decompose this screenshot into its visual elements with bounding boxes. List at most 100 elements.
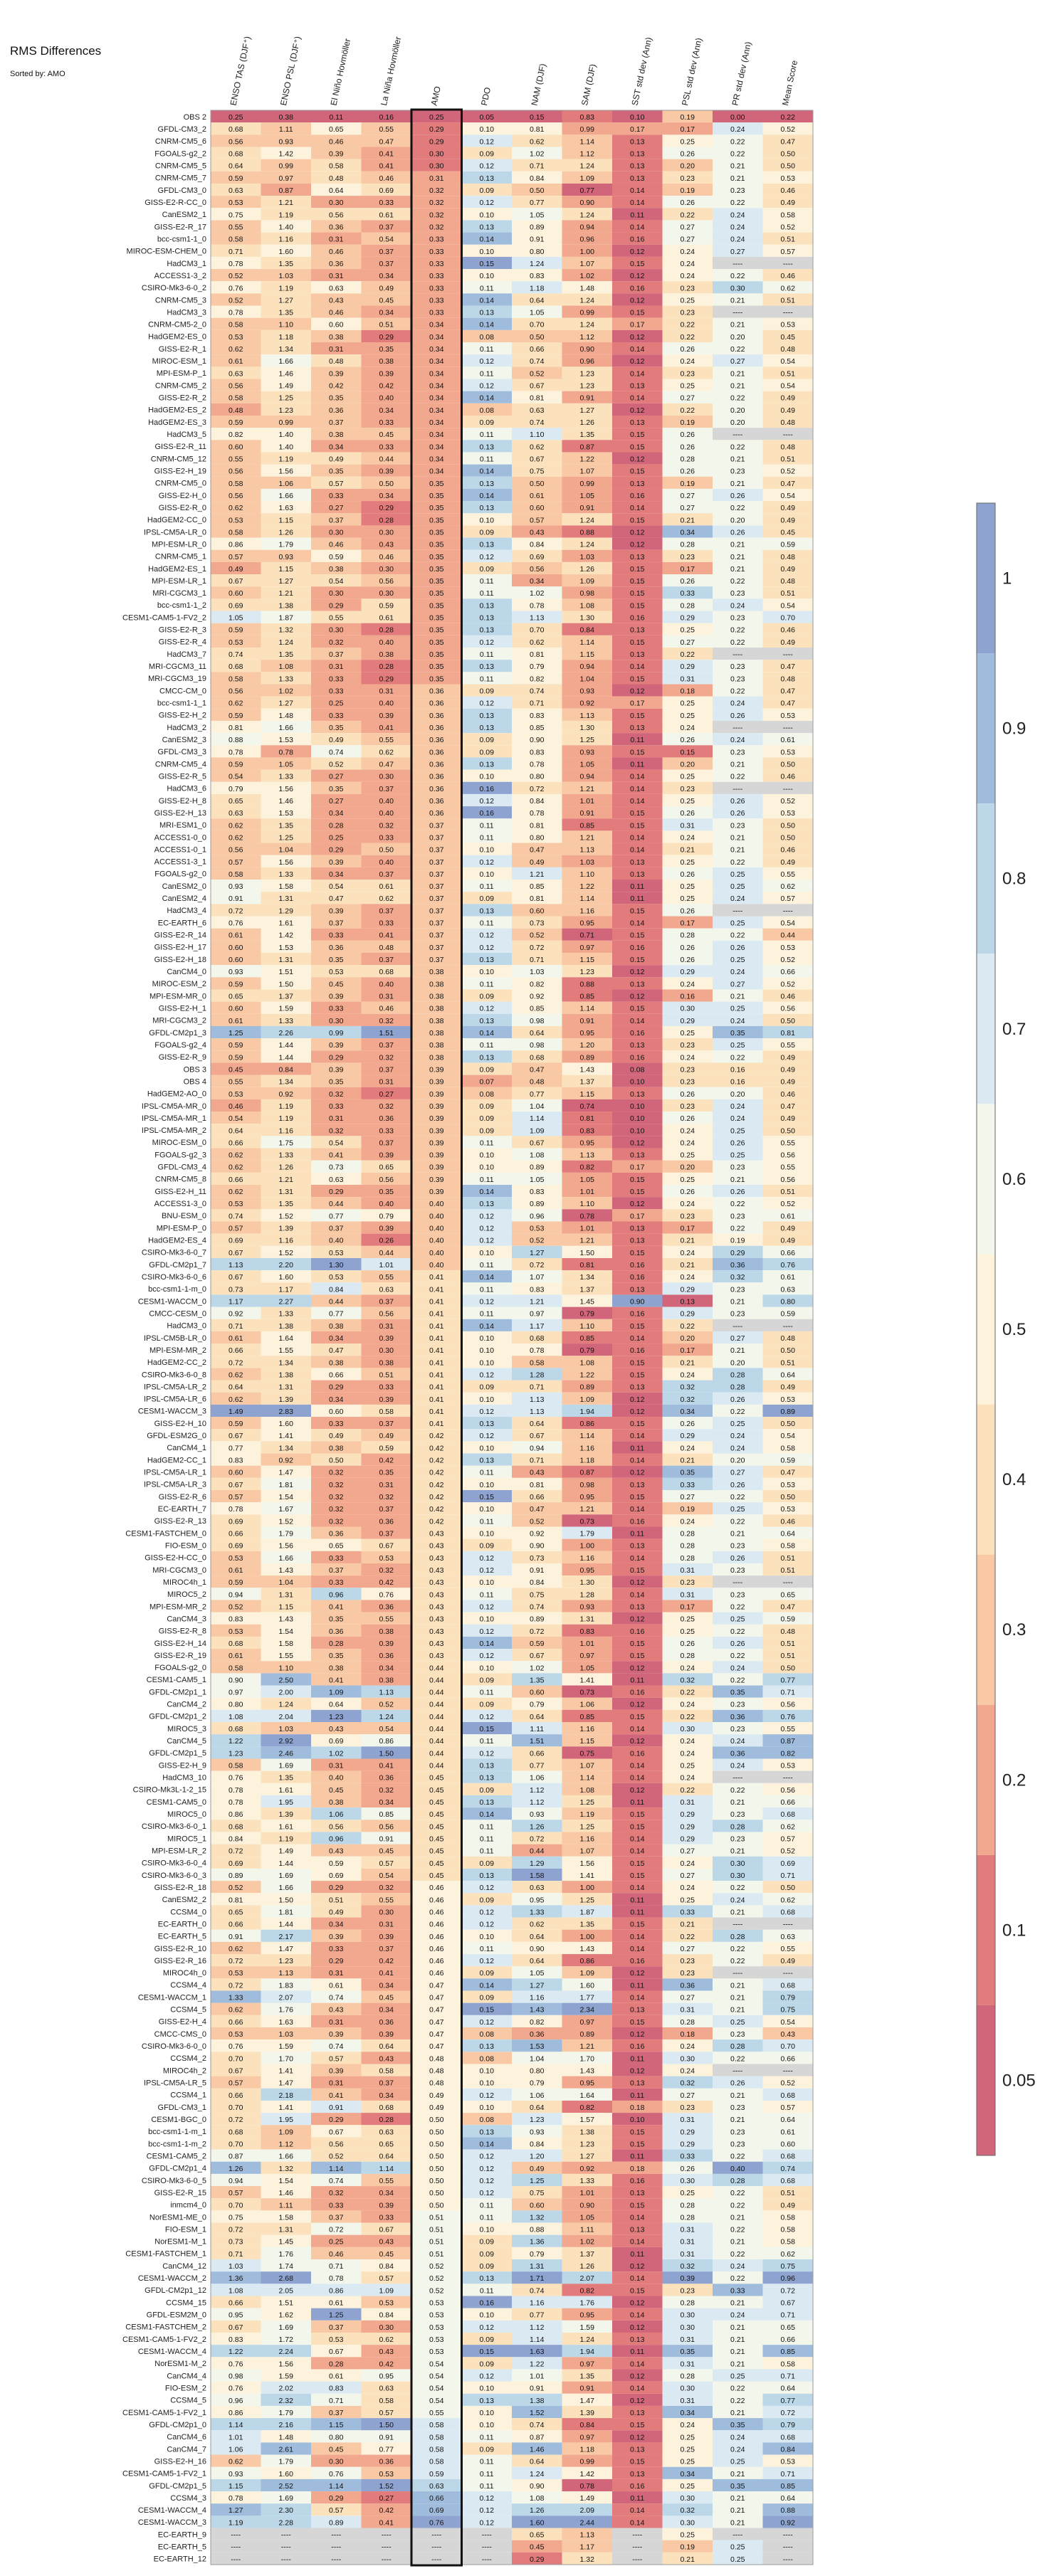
heatmap-cell — [411, 220, 462, 233]
cell-value: 0.23 — [730, 1285, 745, 1294]
cell-value: 0.24 — [681, 1200, 695, 1208]
cell-value: 0.72 — [229, 2116, 243, 2124]
cell-value: 1.23 — [229, 1749, 243, 1758]
cell-value: 0.78 — [530, 809, 545, 818]
cell-value: 0.59 — [329, 1859, 344, 1868]
heatmap-cell — [713, 1075, 763, 1087]
heatmap-cell — [461, 965, 512, 978]
heatmap-cell — [512, 488, 562, 502]
heatmap-cell — [662, 952, 713, 966]
heatmap-cell — [211, 757, 261, 770]
cell-value: 0.98 — [580, 1481, 595, 1489]
heatmap-cell — [261, 672, 311, 685]
heatmap-cell — [461, 1001, 512, 1014]
heatmap-cell — [713, 513, 763, 526]
heatmap-cell — [662, 329, 713, 343]
cell-value: 2.44 — [580, 2518, 595, 2527]
cell-value: ---- — [783, 724, 793, 732]
heatmap-cell — [261, 391, 311, 403]
cell-value: 0.38 — [429, 1017, 444, 1025]
cell-value: 0.12 — [480, 2165, 495, 2173]
cell-value: 0.49 — [530, 2165, 545, 2173]
cell-value: 1.76 — [279, 2250, 294, 2259]
cell-value: 1.54 — [279, 2177, 294, 2185]
cell-value: 1.25 — [279, 394, 294, 403]
cell-value: 1.10 — [279, 1664, 294, 1672]
heatmap-cell — [311, 892, 362, 904]
heatmap-cell — [713, 855, 763, 867]
cell-value: 0.68 — [379, 2103, 394, 2112]
cell-value: 0.45 — [379, 1994, 394, 2002]
cell-value: 0.54 — [329, 577, 344, 586]
cell-value: 1.16 — [580, 1444, 595, 1452]
heatmap-cell — [311, 611, 362, 623]
heatmap-cell — [411, 525, 462, 538]
heatmap-cell — [361, 403, 411, 416]
cell-value: 0.67 — [229, 1481, 243, 1489]
cell-value: 0.08 — [480, 406, 495, 415]
heatmap-cell — [612, 208, 663, 221]
cell-value: 1.48 — [580, 284, 595, 292]
cell-value: 0.13 — [480, 614, 495, 623]
cell-value: 0.58 — [229, 675, 243, 683]
heatmap-cell — [662, 892, 713, 904]
cell-value: 1.23 — [580, 369, 595, 378]
cell-value: 0.11 — [480, 1689, 494, 1697]
cell-value: 0.28 — [681, 601, 695, 610]
cell-value: 0.84 — [530, 1578, 545, 1587]
row-label: MPI-ESM-MR_2 — [149, 1603, 206, 1611]
cell-value: 0.08 — [630, 1065, 645, 1074]
cell-value: 0.69 — [429, 2506, 444, 2515]
cell-value: 0.77 — [329, 1310, 344, 1319]
cell-value: 0.29 — [329, 601, 344, 610]
row-label: GISS-E2-R_3 — [159, 626, 206, 635]
heatmap-cell — [662, 855, 713, 867]
heatmap-cell — [762, 892, 813, 904]
cell-value: 0.16 — [630, 492, 645, 500]
heatmap-cell — [612, 892, 663, 904]
cell-value: 1.12 — [530, 2323, 545, 2332]
heatmap-cell — [411, 464, 462, 477]
heatmap-cell — [662, 880, 713, 892]
cell-value: 0.90 — [229, 1676, 243, 1684]
cell-value: 0.27 — [681, 504, 695, 512]
cell-value: 1.09 — [580, 1395, 595, 1404]
heatmap-cell — [713, 1013, 763, 1026]
cell-value: 0.43 — [329, 2006, 344, 2015]
cell-value: 0.38 — [329, 1664, 344, 1672]
cell-value: 0.46 — [781, 846, 796, 855]
heatmap-cell — [411, 598, 462, 611]
cell-value: 0.84 — [580, 2421, 595, 2429]
cell-value: 0.24 — [681, 272, 695, 280]
cell-value: 1.16 — [279, 1237, 294, 1245]
heatmap-cell — [411, 977, 462, 990]
cell-value: 0.69 — [229, 601, 243, 610]
cell-value: 0.37 — [329, 2409, 344, 2417]
cell-value: 0.56 — [229, 137, 243, 146]
cell-value: 1.66 — [279, 724, 294, 732]
heatmap-cell — [411, 940, 462, 953]
cell-value: 0.30 — [681, 2518, 695, 2527]
cell-value: 0.14 — [630, 833, 645, 842]
cell-value: 0.23 — [730, 1701, 745, 1709]
cell-value: 0.47 — [530, 1065, 545, 1074]
cell-value: 0.53 — [781, 2458, 796, 2466]
heatmap-cell — [562, 952, 612, 966]
cell-value: 0.36 — [329, 944, 344, 952]
cell-value: 0.39 — [379, 1151, 394, 1160]
cell-value: 1.58 — [530, 1872, 545, 1880]
cell-value: 0.37 — [329, 1566, 344, 1575]
cell-value: 0.57 — [329, 2054, 344, 2063]
row-label: CESM1-WACCM_4 — [138, 2506, 206, 2515]
heatmap-cell — [512, 867, 562, 880]
cell-value: 0.22 — [730, 1053, 745, 1062]
cell-value: 1.01 — [580, 1188, 595, 1196]
cell-value: 0.62 — [229, 1188, 243, 1196]
cell-value: 0.62 — [379, 748, 394, 756]
cell-value: 0.56 — [781, 1005, 796, 1013]
cell-value: 0.68 — [530, 1053, 545, 1062]
column-label: PDO — [479, 86, 493, 106]
row-label: GFDL-ESM2M_0 — [147, 2311, 206, 2320]
cell-value: 1.21 — [580, 1505, 595, 1514]
cell-value: 0.97 — [580, 944, 595, 952]
